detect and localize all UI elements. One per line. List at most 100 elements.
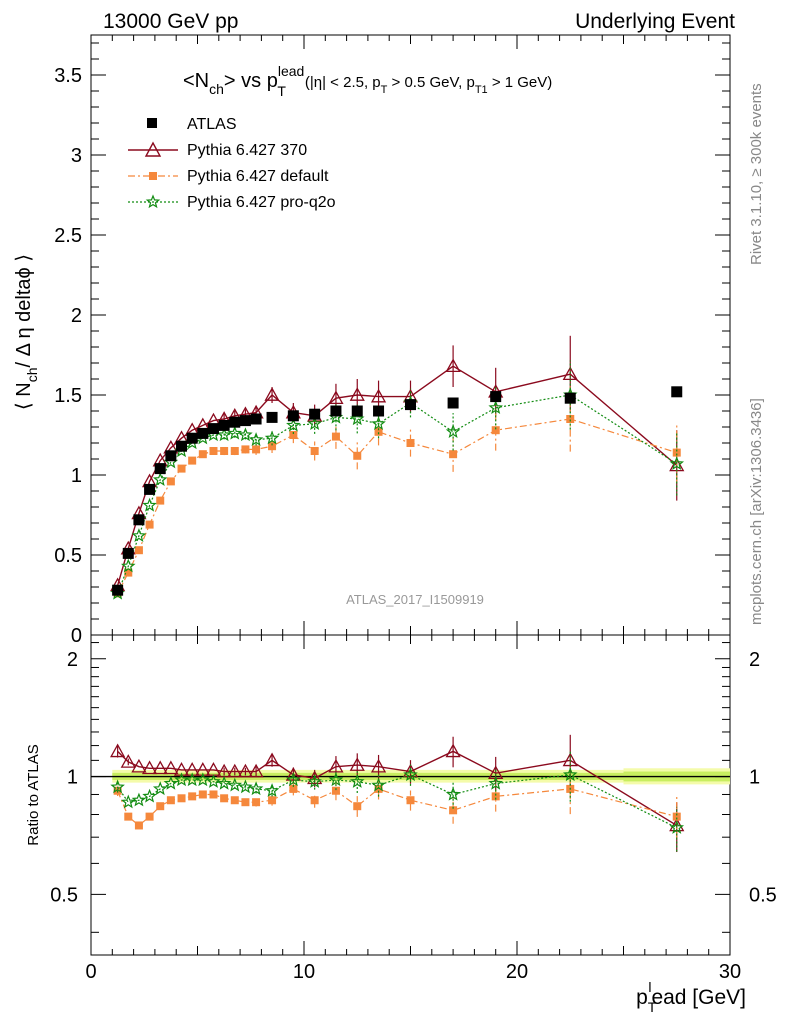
pythia-6-427-default-point (672, 448, 681, 457)
ratio-y-axis-label: Ratio to ATLAS (25, 744, 42, 845)
pythia-6-427-370-ratio-point (237, 763, 254, 778)
pythia-6-427-default-line (117, 418, 677, 594)
pythia-6-427-default-ratio-point (177, 794, 186, 803)
pythia-6-427-default-ratio-point (252, 798, 261, 807)
pythia-6-427-pro-q2o-point (142, 497, 157, 512)
pythia-6-427-370-ratio-point (227, 763, 243, 778)
main-y-tick-label: 1 (71, 465, 82, 487)
pythia-6-427-default-ratio-point (331, 786, 340, 795)
pythia-6-427-default-point (310, 447, 319, 455)
main-y-tick-label: 3.5 (54, 65, 82, 87)
x-tick-label: 10 (293, 961, 315, 983)
pythia-6-427-370-ratio-point (120, 754, 136, 768)
pythia-6-427-default-ratio-point (268, 796, 277, 805)
pythia-6-427-default-ratio-point (198, 790, 207, 799)
ratio-y-tick-label-right: 0.5 (749, 884, 777, 906)
pythia-6-427-pro-q2o-ratio-point (669, 820, 685, 834)
header-analysis-label: Underlying Event (575, 10, 735, 33)
x-tick-label: 30 (719, 961, 741, 983)
pythia-6-427-pro-q2o-point (264, 430, 280, 445)
main-y-tick-label: 1.5 (54, 385, 82, 407)
pythia-6-427-370-ratio-point (307, 770, 323, 785)
pythia-6-427-370-ratio-point (370, 758, 387, 773)
atlas-point (154, 463, 166, 475)
pythia-6-427-pro-q2o-point (349, 411, 365, 426)
pythia-6-427-370-ratio-point (110, 743, 126, 758)
pythia-6-427-pro-q2o-point (227, 425, 243, 440)
pythia-6-427-pro-q2o-ratio-point (131, 792, 147, 807)
ratio-panel-marks (110, 734, 685, 853)
atlas-point (218, 419, 230, 431)
pythia-6-427-default-point (268, 442, 277, 451)
atlas-point (490, 391, 502, 403)
pythia-6-427-default-ratio-point (220, 794, 229, 803)
main-panel-marks (110, 335, 685, 600)
ratio-y-tick-label: 1 (67, 767, 78, 789)
main-y-tick-label: 3 (71, 145, 82, 167)
pythia-6-427-default-ratio-point (134, 821, 143, 830)
main-y-tick-label: 2 (71, 305, 82, 327)
pythia-6-427-default-point (188, 456, 197, 465)
atlas-point (266, 411, 278, 423)
pythia-6-427-pro-q2o-ratio-point (248, 781, 264, 796)
pythia-6-427-pro-q2o-ratio-point (152, 781, 168, 796)
atlas-point (112, 584, 124, 596)
pythia-6-427-default-point (241, 445, 250, 454)
pythia-6-427-pro-q2o-point (131, 528, 147, 542)
atlas-point (309, 408, 321, 420)
pythia-6-427-pro-q2o-ratio-line (117, 774, 678, 829)
pythia-6-427-pro-q2o-ratio-point (206, 774, 221, 788)
ratio-y-tick-label-right: 1 (749, 767, 760, 789)
pythia-6-427-370-ratio-point (445, 743, 461, 758)
pythia-6-427-pro-q2o-point (371, 416, 386, 430)
pythia-6-427-370-ratio-line (117, 750, 678, 827)
pythia-6-427-default-point (289, 431, 298, 439)
pythia-6-427-default-ratio-point (353, 802, 362, 811)
rivet-version-label: Rivet 3.1.10, ≥ 300k events (748, 83, 765, 265)
pythia-6-427-pro-q2o-ratio-point (328, 772, 344, 787)
pythia-6-427-pro-q2o-point (669, 456, 685, 470)
pythia-6-427-default-point (198, 450, 207, 459)
pythia-6-427-370-ratio-point (141, 760, 158, 775)
atlas-point (133, 514, 145, 526)
pythia-6-427-default-point (166, 477, 175, 486)
legend-marker-370 (144, 141, 162, 157)
x-tick-label: 20 (506, 961, 528, 983)
atlas-point (671, 386, 683, 398)
pythia-6-427-pro-q2o-ratio-point (488, 775, 503, 790)
pythia-6-427-pro-q2o-ratio-point (307, 774, 322, 788)
legend-marker-default (149, 172, 157, 180)
atlas-point (447, 397, 459, 409)
atlas-point (330, 405, 342, 417)
pythia-6-427-pro-q2o-point (121, 558, 136, 573)
legend-label-default: Pythia 6.427 default (187, 168, 329, 185)
pythia-6-427-default-ratio-point (124, 812, 133, 821)
pythia-6-427-default-ratio-point (310, 796, 319, 805)
main-y-axis-label: ⟨ Nch/ Δ η deltaϕ ⟩ (13, 254, 40, 410)
pythia-6-427-default-point (449, 450, 458, 459)
main-y-tick-label: 2.5 (54, 225, 82, 247)
x-axis-label: pTlead [GeV] (636, 979, 746, 1015)
atlas-point (207, 423, 219, 435)
pythia-6-427-default-point (177, 464, 186, 473)
ratio-y-tick-label: 2 (67, 649, 78, 671)
pythia-6-427-default-point (156, 496, 165, 505)
pythia-6-427-pro-q2o-ratio-point (445, 786, 461, 801)
pythia-6-427-default-ratio-point (289, 784, 298, 793)
atlas-point (122, 547, 134, 559)
pythia-6-427-370-ratio-point (264, 752, 280, 767)
pythia-6-427-pro-q2o-ratio-point (163, 775, 179, 790)
pythia-6-427-default-ratio-point (166, 796, 175, 805)
pythia-6-427-370-ratio-point (349, 757, 365, 771)
pythia-6-427-pro-q2o-point (216, 427, 232, 442)
pythia-6-427-pro-q2o-point (238, 427, 253, 442)
pythia-6-427-370-point (328, 390, 344, 405)
pythia-6-427-default-ratio-point (374, 784, 383, 793)
atlas-point (250, 413, 262, 425)
pythia-6-427-pro-q2o-ratio-point (349, 774, 365, 788)
atlas-point (373, 405, 385, 417)
atlas-point (239, 415, 251, 427)
pythia-6-427-default-point (331, 432, 340, 441)
legend-label-370: Pythia 6.427 370 (187, 142, 307, 159)
